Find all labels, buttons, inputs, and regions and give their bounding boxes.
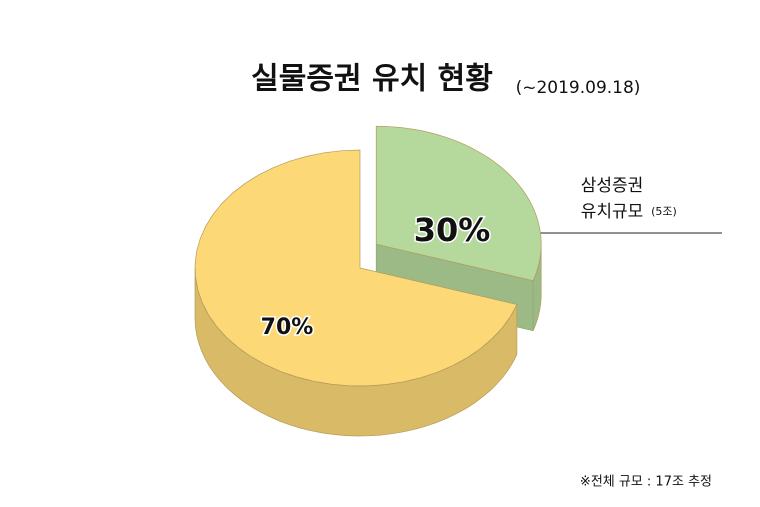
callout-line1: 삼성증권 bbox=[581, 176, 644, 196]
chart-subtitle: (~2019.09.18) bbox=[516, 78, 641, 98]
pie-slice bbox=[375, 125, 542, 282]
chart-title: 실물증권 유치 현황 bbox=[251, 62, 493, 97]
callout-note: (5조) bbox=[651, 205, 677, 218]
data-label: 70% bbox=[261, 315, 314, 340]
pie-slice bbox=[194, 149, 518, 387]
callout-line2: 유치규모 bbox=[581, 202, 644, 222]
data-label: 30% bbox=[414, 211, 491, 249]
footnote: ※전체 규모 : 17조 추정 bbox=[580, 475, 712, 490]
